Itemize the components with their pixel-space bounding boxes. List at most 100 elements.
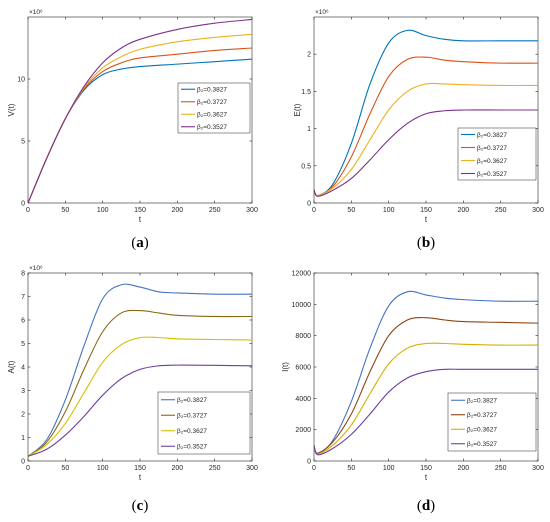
legend-label-1: β₂=0.3827	[177, 397, 207, 404]
x-axis-label: t	[425, 473, 428, 482]
y-tick-label: 12000	[292, 271, 312, 278]
panel-caption: (d)	[417, 498, 435, 514]
legend-box	[457, 127, 537, 181]
x-tick-label: 0	[312, 465, 316, 472]
series-line-4	[313, 368, 538, 456]
y-tick-label: 0	[307, 459, 311, 466]
y-axis-label: A(t)	[7, 360, 16, 373]
x-tick-label: 0	[26, 207, 30, 214]
legend-label-3: β₂=0.3627	[197, 112, 227, 119]
series-line-4	[27, 18, 253, 204]
x-tick-label: 200	[457, 207, 469, 214]
x-tick-label: 250	[495, 207, 507, 214]
y-tick-label: 10000	[292, 302, 312, 309]
series-line-3	[313, 342, 539, 455]
x-tick-label: 100	[383, 465, 395, 472]
x-tick-label: 150	[420, 465, 432, 472]
x-tick-label: 150	[134, 465, 146, 472]
x-axis-label: t	[139, 215, 142, 224]
legend-label-1: β₂=0.3827	[467, 398, 497, 405]
legend-label-4: β₂=0.3527	[177, 444, 207, 451]
legend: β₂=0.3827 β₂=0.3727 β₂=0.3627 β₂=0.3527	[447, 392, 537, 452]
y-tick-label: 4000	[295, 396, 311, 403]
legend-label-2: β₂=0.3727	[197, 99, 227, 106]
x-tick-label: 50	[61, 207, 69, 214]
x-tick-label: 200	[171, 465, 183, 472]
x-tick-label: 150	[420, 207, 432, 214]
series-line-2	[27, 309, 253, 457]
legend-label-3: β₂=0.3627	[467, 427, 497, 434]
chart-panel-b: 0 50 100 150 200 250 300 0 0.5 1 1.5 2 ×10⁶ t E(t) β₂=0…	[293, 9, 544, 251]
x-tick-label: 250	[495, 465, 507, 472]
series-line-2	[313, 56, 539, 197]
y-tick-label: 0	[21, 459, 25, 466]
y-tick-label: 2	[21, 412, 25, 419]
y-axis-label: E(t)	[293, 103, 302, 116]
y-exponent-label: ×10⁶	[29, 265, 43, 272]
y-tick-label: 1	[307, 126, 311, 133]
y-tick-label: 2	[307, 52, 311, 59]
y-tick-label: 7	[21, 294, 25, 301]
y-exponent-label: ×10⁶	[315, 9, 329, 16]
x-axis-label: t	[139, 473, 142, 482]
y-tick-label: 8000	[295, 333, 311, 340]
x-tick-label: 300	[532, 207, 544, 214]
y-tick-label: 8	[21, 271, 25, 278]
y-tick-label: 4	[21, 365, 25, 372]
legend-label-2: β₂=0.3727	[477, 145, 507, 152]
x-tick-label: 250	[209, 207, 221, 214]
chart-panel-c: 0 50 100 150 200 250 300 0 1 2 3 4 5 6 7 8 ×10⁶ t A(t) β₂=0…	[7, 265, 258, 514]
y-tick-label: 10	[17, 77, 25, 84]
y-tick-label: 6000	[295, 365, 311, 372]
series-line-4	[313, 109, 538, 197]
x-tick-label: 0	[26, 465, 30, 472]
legend-box	[157, 391, 251, 455]
x-tick-label: 200	[457, 465, 469, 472]
series-line-1	[313, 29, 538, 197]
series-line-3	[27, 336, 253, 457]
series-line-1	[27, 283, 253, 457]
legend: β₂=0.3827 β₂=0.3727 β₂=0.3627 β₂=0.3527	[457, 127, 537, 181]
legend-label-1: β₂=0.3827	[477, 132, 507, 139]
y-tick-label: 5	[21, 139, 25, 146]
series-line-1	[313, 290, 539, 454]
y-tick-label: 1	[21, 435, 25, 442]
x-tick-label: 0	[312, 207, 316, 214]
y-tick-label: 2000	[295, 427, 311, 434]
x-tick-label: 50	[347, 207, 355, 214]
legend-box	[177, 82, 251, 134]
x-tick-label: 50	[61, 465, 69, 472]
y-tick-label: 5	[21, 341, 25, 348]
legend: β₂=0.3827 β₂=0.3727 β₂=0.3627 β₂=0.3527	[177, 82, 251, 134]
chart-panel-d: 0 50 100 150 200 250 300 0 2000 4000 6000 8000 10000…	[281, 271, 544, 515]
legend: β₂=0.3827 β₂=0.3727 β₂=0.3627 β₂=0.3527	[157, 391, 251, 455]
x-axis-label: t	[425, 215, 428, 224]
x-tick-label: 100	[97, 207, 109, 214]
x-tick-label: 300	[532, 465, 544, 472]
y-exponent-label: ×10⁶	[29, 9, 43, 16]
y-tick-label: 6	[21, 318, 25, 325]
series-line-3	[313, 82, 539, 197]
legend-box	[447, 392, 537, 452]
x-tick-label: 300	[246, 465, 258, 472]
x-tick-label: 300	[246, 207, 258, 214]
legend-label-3: β₂=0.3627	[177, 428, 207, 435]
y-tick-label: 1.5	[301, 89, 311, 96]
x-tick-label: 200	[171, 207, 183, 214]
panel-caption: (a)	[131, 235, 149, 251]
y-tick-label: 3	[21, 388, 25, 395]
x-tick-label: 250	[209, 465, 221, 472]
legend-label-2: β₂=0.3727	[177, 413, 207, 420]
y-axis-label: V(t)	[7, 103, 16, 116]
x-tick-label: 50	[347, 465, 355, 472]
legend-label-1: β₂=0.3827	[197, 87, 227, 94]
y-tick-label: 0.5	[301, 163, 311, 170]
legend-label-2: β₂=0.3727	[467, 412, 497, 419]
series-line-2	[313, 317, 539, 454]
legend-label-3: β₂=0.3627	[477, 158, 507, 165]
legend-label-4: β₂=0.3527	[197, 124, 227, 131]
x-tick-label: 150	[134, 207, 146, 214]
legend-label-4: β₂=0.3527	[467, 441, 497, 448]
panel-caption: (b)	[417, 235, 435, 251]
